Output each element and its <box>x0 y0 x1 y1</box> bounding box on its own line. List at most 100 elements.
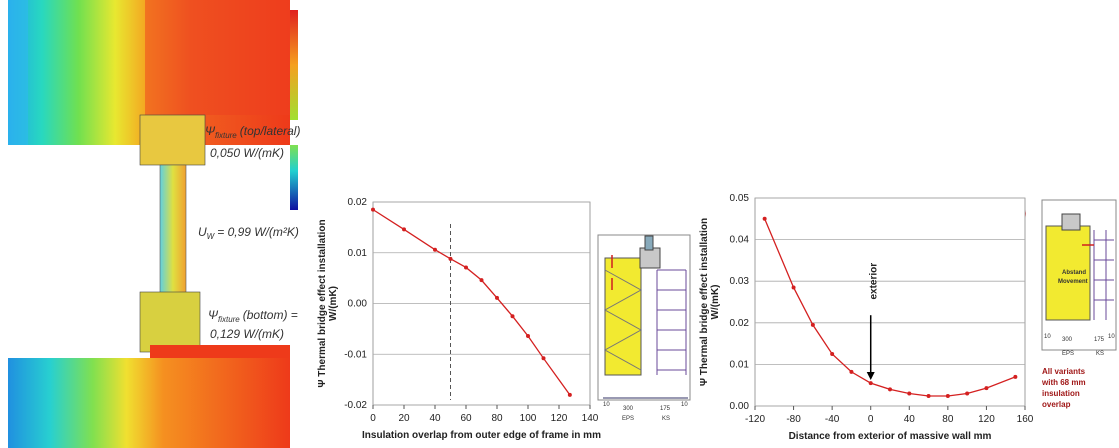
glazing <box>159 164 187 296</box>
label: Abstand <box>1062 270 1086 276</box>
thermal-edge <box>8 0 28 145</box>
x-tick-label: 40 <box>429 413 441 424</box>
y-tick-label: 0.01 <box>730 359 750 370</box>
data-point <box>791 285 796 290</box>
y-tick-label: 0.04 <box>730 235 750 246</box>
y-tick-label: 0.00 <box>348 299 368 310</box>
sill <box>150 345 290 359</box>
x-tick-label: -80 <box>786 414 801 425</box>
x-tick-label: 140 <box>582 413 599 424</box>
x-tick-label: 60 <box>460 413 472 424</box>
frame <box>1061 213 1081 231</box>
subscript: fixture <box>218 315 240 324</box>
y-tick-label: 0.03 <box>730 276 750 287</box>
x-axis-label: Insulation overlap from outer edge of fr… <box>362 430 601 441</box>
y-axis-label: Ψ Thermal bridge effect installation <box>317 219 328 387</box>
y-tick-label: 0.02 <box>348 197 368 208</box>
frame-bottom <box>139 291 201 353</box>
y-axis-label: W/(mK) <box>710 285 721 320</box>
psi-bottom-label: Ψfixture (bottom) = <box>208 308 298 324</box>
subscript: W <box>207 232 216 241</box>
arrow-head <box>866 372 875 380</box>
x-tick-label: 0 <box>868 414 874 425</box>
data-point <box>965 391 970 396</box>
dim: 10 <box>681 402 688 408</box>
note: insulation <box>1042 389 1080 398</box>
subscript: fixture <box>215 131 237 140</box>
uw-label: UW = 0,99 W/(m²K) <box>198 225 299 241</box>
psi-top-label: Ψfixture (top/lateral) <box>205 124 300 140</box>
data-point <box>945 394 950 399</box>
x-tick-label: 80 <box>942 414 954 425</box>
data-point <box>926 394 931 399</box>
x-tick-label: 80 <box>491 413 503 424</box>
material: KS <box>662 416 670 422</box>
colorbar <box>290 10 298 120</box>
chart: 0.00 0.01 0.02 0.03 0.04 0.05 -120 -80 -40 0 40 80 1… <box>699 193 1034 442</box>
text: (bottom) = <box>243 308 298 322</box>
x-tick-label: -120 <box>745 414 765 425</box>
data-point <box>888 387 892 392</box>
x-tick-label: 100 <box>520 413 537 424</box>
dim: 300 <box>623 406 634 412</box>
data-point <box>984 386 989 391</box>
psi-bottom-value: 0,129 W/(mK) <box>210 327 284 341</box>
note: overlap <box>1042 400 1071 409</box>
data-point <box>371 207 375 212</box>
x-axis-label: Distance from exterior of massive wall m… <box>789 431 992 442</box>
data-point <box>526 333 530 338</box>
dim: 10 <box>603 402 610 408</box>
y-tick-label: 0.00 <box>730 401 750 412</box>
masonry <box>656 269 687 375</box>
y-tick-label: 0.05 <box>730 193 750 204</box>
x-tick-label: 20 <box>398 413 410 424</box>
plot-area <box>754 197 1026 407</box>
symbol: U <box>198 225 207 239</box>
inset-diagram: 10 300 175 10 EPS KS <box>597 234 691 422</box>
masonry <box>1093 230 1114 320</box>
frame <box>639 247 661 269</box>
thermal-image <box>8 0 298 448</box>
y-tick-label: -0.02 <box>344 400 367 411</box>
note: with 68 mm <box>1041 378 1086 387</box>
data-point <box>1013 374 1018 379</box>
x-tick-label: 40 <box>904 414 916 425</box>
label: Movement <box>1058 279 1088 285</box>
glass <box>644 235 654 251</box>
x-tick-label: 120 <box>978 414 995 425</box>
dim: 10 <box>1108 334 1115 340</box>
note: All variants <box>1042 367 1086 376</box>
material: EPS <box>1062 351 1074 357</box>
text: = 0,99 W/(m²K) <box>217 225 299 239</box>
thermal-bottom <box>8 358 290 448</box>
dim: 10 <box>1044 334 1051 340</box>
frame-top <box>139 114 206 166</box>
inset-diagram: Abstand Movement 10 300 175 10 EPS KS Al… <box>1041 199 1117 409</box>
data-point <box>479 278 484 283</box>
text: (top/lateral) <box>240 124 301 138</box>
material: KS <box>1096 351 1104 357</box>
x-tick-label: 160 <box>1017 414 1034 425</box>
material: EPS <box>622 416 634 422</box>
data-point <box>567 392 572 397</box>
x-tick-label: 0 <box>370 413 376 424</box>
data-point <box>464 265 468 270</box>
x-tick-label: -40 <box>825 414 840 425</box>
symbol: Ψ <box>205 124 216 138</box>
y-axis-label: Ψ Thermal bridge effect installation <box>699 218 710 386</box>
y-tick-label: -0.01 <box>344 349 367 360</box>
data-point <box>402 227 406 232</box>
data-point <box>849 369 854 374</box>
insulation <box>1045 225 1091 321</box>
annotation: exterior <box>869 263 880 300</box>
data-point <box>810 322 815 327</box>
symbol: Ψ <box>208 308 219 322</box>
y-axis-label: W/(mK) <box>328 286 339 321</box>
data-point <box>448 256 453 261</box>
data-point <box>762 216 767 221</box>
dim: 300 <box>1062 337 1073 343</box>
y-tick-label: 0.01 <box>348 248 368 259</box>
chart: -0.02 -0.01 0.00 0.01 0.02 0 20 40 60 80 100 120 140… <box>317 197 601 441</box>
thermal-wall <box>145 0 290 115</box>
